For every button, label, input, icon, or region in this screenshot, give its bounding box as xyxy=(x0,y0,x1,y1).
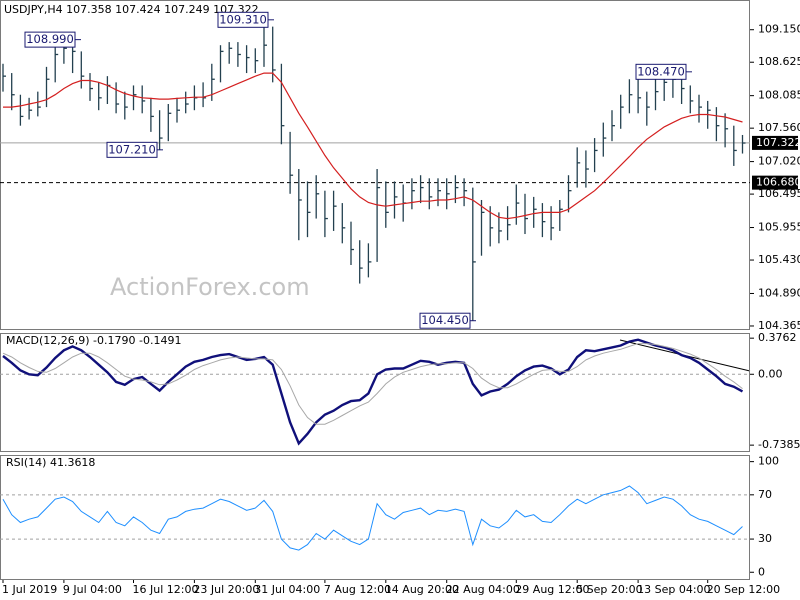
panel-frame xyxy=(0,0,750,330)
x-tick-label: 29 Aug 12:00 xyxy=(515,583,589,596)
chart-title: USDJPY,H4 107.358 107.424 107.249 107.32… xyxy=(4,3,259,16)
y-tick-label: 0.3762 xyxy=(758,331,797,344)
x-tick-label: 23 Jul 20:00 xyxy=(193,583,259,596)
macd-title: MACD(12,26,9) -0.1790 -0.1491 xyxy=(6,334,181,347)
x-tick-label: 31 Jul 04:00 xyxy=(254,583,320,596)
price-label-bg xyxy=(752,135,798,150)
annotation-label: 107.210 xyxy=(108,142,156,156)
moving-average xyxy=(3,72,743,220)
price-label: 106.680 xyxy=(756,176,800,189)
x-tick-label: 9 Jul 04:00 xyxy=(63,583,122,596)
x-tick-label: 1 Jul 2019 xyxy=(2,583,57,596)
annotation-label: 108.470 xyxy=(637,64,685,78)
price-label: 107.322 xyxy=(756,136,800,149)
y-tick-label: -0.7385 xyxy=(758,438,800,451)
annotation-box xyxy=(635,63,687,80)
panel-frame xyxy=(0,333,750,452)
y-tick-label: 0.00 xyxy=(758,367,783,380)
y-tick-label: 100 xyxy=(758,455,779,468)
x-tick-label: 22 Aug 04:00 xyxy=(446,583,520,596)
x-tick-label: 13 Sep 04:00 xyxy=(637,583,710,596)
annotation-label: 108.990 xyxy=(26,32,74,46)
y-tick-label: 107.560 xyxy=(758,121,800,134)
rsi-title: RSI(14) 41.3618 xyxy=(6,456,95,469)
x-tick-label: 7 Aug 12:00 xyxy=(324,583,391,596)
y-tick-label: 105.955 xyxy=(758,221,800,234)
panel-frame xyxy=(0,455,750,580)
annotation-box xyxy=(106,141,158,158)
annotation-label: 104.450 xyxy=(421,313,469,327)
annotation-box xyxy=(24,31,76,48)
y-tick-label: 0 xyxy=(758,565,765,578)
x-tick-label: 5 Sep 20:00 xyxy=(576,583,642,596)
y-tick-label: 108.085 xyxy=(758,89,800,102)
y-tick-label: 108.625 xyxy=(758,55,800,68)
x-tick-label: 14 Aug 20:00 xyxy=(385,583,459,596)
indicator-line xyxy=(2,343,743,425)
y-tick-label: 105.430 xyxy=(758,253,800,266)
y-tick-label: 104.890 xyxy=(758,286,800,299)
annotation-box xyxy=(419,312,471,329)
annotation-label: 109.310 xyxy=(219,12,267,26)
annotation-box xyxy=(217,11,269,28)
indicator-line xyxy=(2,485,743,551)
x-tick-label: 20 Sep 12:00 xyxy=(707,583,780,596)
y-tick-label: 107.020 xyxy=(758,155,800,168)
y-tick-label: 106.495 xyxy=(758,187,800,200)
price-label-bg xyxy=(752,175,798,190)
y-tick-label: 109.150 xyxy=(758,23,800,36)
x-tick-label: 16 Jul 12:00 xyxy=(133,583,199,596)
y-tick-label: 104.365 xyxy=(758,319,800,332)
y-tick-label: 70 xyxy=(758,488,772,501)
watermark: ActionForex.com xyxy=(110,273,310,301)
y-tick-label: 30 xyxy=(758,532,772,545)
indicator-line xyxy=(2,338,744,446)
